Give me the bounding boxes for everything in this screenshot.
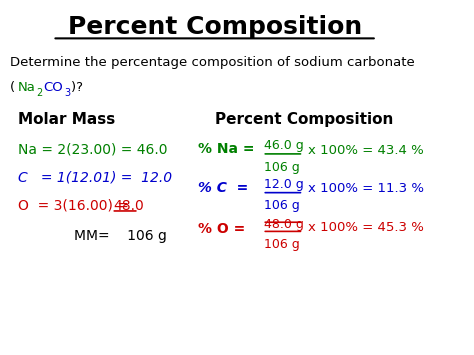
Text: 12.0 g: 12.0 g — [264, 178, 303, 191]
Text: Na: Na — [18, 81, 36, 94]
Text: % C  =: % C = — [198, 181, 248, 195]
Text: Percent Composition: Percent Composition — [215, 112, 393, 127]
Text: % O =: % O = — [198, 222, 245, 235]
Text: Na = 2(23.00) = 46.0: Na = 2(23.00) = 46.0 — [18, 142, 168, 156]
Text: (: ( — [10, 81, 15, 94]
Text: 46.0 g: 46.0 g — [264, 140, 303, 152]
Text: C   = 1(12.01) =  12.0: C = 1(12.01) = 12.0 — [18, 170, 173, 185]
Text: x 100% = 43.4 %: x 100% = 43.4 % — [308, 143, 423, 157]
Text: 106 g: 106 g — [264, 238, 300, 251]
Text: 48.0 g: 48.0 g — [264, 218, 303, 231]
Text: x 100% = 11.3 %: x 100% = 11.3 % — [308, 182, 424, 195]
Text: % Na =: % Na = — [198, 142, 254, 156]
Text: O  = 3(16.00) =: O = 3(16.00) = — [18, 199, 134, 213]
Text: 106 g: 106 g — [264, 160, 300, 174]
Text: Determine the percentage composition of sodium carbonate: Determine the percentage composition of … — [10, 56, 415, 69]
Text: )?: )? — [71, 81, 87, 94]
Text: 2: 2 — [36, 88, 43, 98]
Text: 3: 3 — [64, 88, 71, 98]
Text: 106 g: 106 g — [264, 200, 300, 212]
Text: x 100% = 45.3 %: x 100% = 45.3 % — [308, 221, 423, 234]
Text: 48.0: 48.0 — [113, 199, 144, 213]
Text: CO: CO — [43, 81, 63, 94]
Text: MM=    106 g: MM= 106 g — [74, 229, 167, 242]
Text: Percent Composition: Percent Composition — [67, 16, 362, 39]
Text: Molar Mass: Molar Mass — [18, 112, 116, 127]
